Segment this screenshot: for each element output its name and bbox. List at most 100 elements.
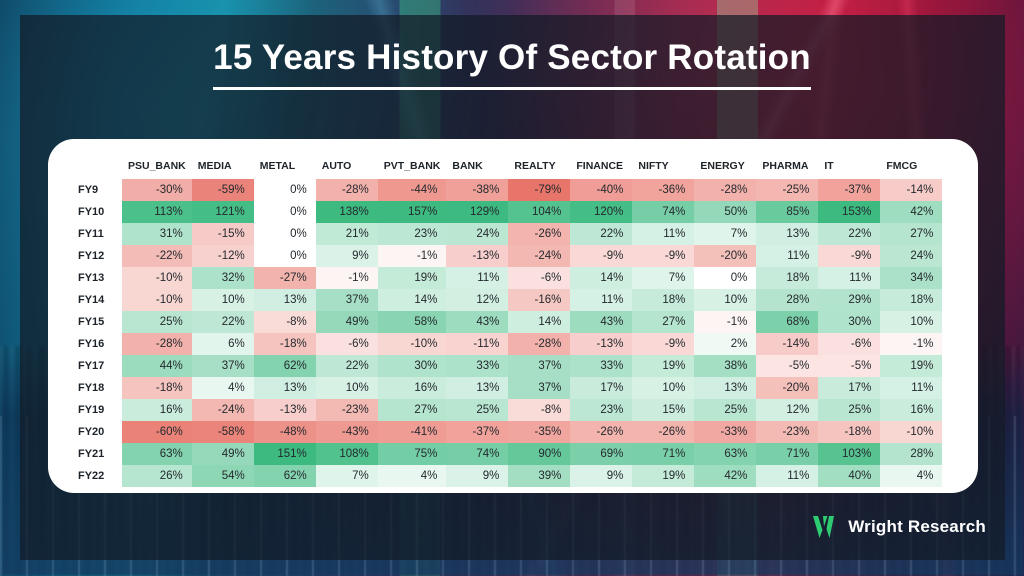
cell-fy10-psu_bank: 113% [122,201,192,223]
cell-fy12-bank: -13% [446,245,509,267]
cell-fy11-media: -15% [191,223,254,245]
cell-fy15-energy: -1% [694,311,757,333]
cell-fy9-it: -37% [818,179,881,201]
table-row: FY13 -10% 32% -27% -1% 19% 11% -6% 14% 7% 0% 18% 11%… [78,267,943,289]
cell-fy22-it: 40% [818,465,881,487]
cell-fy22-energy: 42% [694,465,757,487]
cell-fy11-bank: 24% [446,223,509,245]
cell-fy19-psu_bank: 16% [122,399,192,421]
cell-fy20-bank: -37% [446,421,509,443]
table-row: FY20 -60% -58% -48% -43% -41% -37% -35% -26% -26%… [78,421,943,443]
cell-fy10-pvt_bank: 157% [377,201,447,223]
cell-fy19-media: -24% [191,399,254,421]
cell-fy17-metal: 62% [253,355,316,377]
cell-fy22-realty: 39% [508,465,571,487]
table-corner-cell [78,153,122,179]
cell-fy11-energy: 7% [694,223,757,245]
cell-fy15-realty: 14% [508,311,571,333]
cell-fy12-psu_bank: -22% [122,245,192,267]
table-header: PSU_BANK MEDIA METAL AUTO PVT_BANK BANK REALTY… [78,153,943,179]
cell-fy17-psu_bank: 44% [122,355,192,377]
cell-fy21-realty: 90% [508,443,571,465]
row-label-fy15: FY15 [78,311,122,333]
cell-fy22-bank: 9% [446,465,509,487]
row-label-fy19: FY19 [78,399,122,421]
cell-fy15-nifty: 27% [632,311,695,333]
column-header-it: IT [818,153,881,179]
cell-fy19-metal: -13% [253,399,316,421]
cell-fy13-auto: -1% [315,267,378,289]
cell-fy17-fmcg: 19% [880,355,943,377]
cell-fy10-energy: 50% [694,201,757,223]
row-label-fy20: FY20 [78,421,122,443]
cell-fy9-pharma: -25% [756,179,819,201]
cell-fy12-fmcg: 24% [880,245,943,267]
cell-fy18-it: 17% [818,377,881,399]
cell-fy22-pharma: 11% [756,465,819,487]
cell-fy18-nifty: 10% [632,377,695,399]
cell-fy10-realty: 104% [508,201,571,223]
table-row: FY22 26% 54% 62% 7% 4% 9% 39% 9% 19% 42% 11% 40% 4% [78,465,943,487]
cell-fy18-pvt_bank: 16% [377,377,447,399]
cell-fy9-auto: -28% [315,179,378,201]
cell-fy14-fmcg: 18% [880,289,943,311]
cell-fy17-pvt_bank: 30% [377,355,447,377]
cell-fy13-energy: 0% [694,267,757,289]
cell-fy10-nifty: 74% [632,201,695,223]
cell-fy16-bank: -11% [446,333,509,355]
table-row: FY11 31% -15% 0% 21% 23% 24% -26% 22% 11% 7% 13% 22%… [78,223,943,245]
cell-fy14-media: 10% [191,289,254,311]
heatmap-card: PSU_BANK MEDIA METAL AUTO PVT_BANK BANK REALTY… [48,139,978,493]
cell-fy9-psu_bank: -30% [122,179,192,201]
cell-fy14-pharma: 28% [756,289,819,311]
cell-fy11-fmcg: 27% [880,223,943,245]
cell-fy17-bank: 33% [446,355,509,377]
cell-fy11-metal: 0% [253,223,316,245]
cell-fy12-auto: 9% [315,245,378,267]
row-label-fy16: FY16 [78,333,122,355]
table-row: FY19 16% -24% -13% -23% 27% 25% -8% 23% 15% 25% 12%… [78,399,943,421]
cell-fy16-fmcg: -1% [880,333,943,355]
cell-fy13-realty: -6% [508,267,571,289]
column-header-finance: FINANCE [570,153,633,179]
cell-fy20-pvt_bank: -41% [377,421,447,443]
cell-fy14-metal: 13% [253,289,316,311]
column-header-auto: AUTO [315,153,378,179]
cell-fy19-bank: 25% [446,399,509,421]
row-label-fy22: FY22 [78,465,122,487]
cell-fy19-auto: -23% [315,399,378,421]
cell-fy17-finance: 33% [570,355,633,377]
cell-fy22-nifty: 19% [632,465,695,487]
brand-logo: Wright Research [813,516,986,538]
cell-fy18-auto: 10% [315,377,378,399]
cell-fy19-pvt_bank: 27% [377,399,447,421]
table-row: FY12 -22% -12% 0% 9% -1% -13% -24% -9% -9% -20% 11%… [78,245,943,267]
cell-fy16-nifty: -9% [632,333,695,355]
cell-fy13-pvt_bank: 19% [377,267,447,289]
column-header-energy: ENERGY [694,153,757,179]
cell-fy13-media: 32% [191,267,254,289]
cell-fy22-fmcg: 4% [880,465,943,487]
cell-fy10-auto: 138% [315,201,378,223]
cell-fy17-media: 37% [191,355,254,377]
cell-fy9-finance: -40% [570,179,633,201]
row-label-fy18: FY18 [78,377,122,399]
cell-fy17-realty: 37% [508,355,571,377]
cell-fy12-energy: -20% [694,245,757,267]
cell-fy21-fmcg: 28% [880,443,943,465]
cell-fy12-it: -9% [818,245,881,267]
cell-fy16-realty: -28% [508,333,571,355]
cell-fy18-metal: 13% [253,377,316,399]
cell-fy18-finance: 17% [570,377,633,399]
cell-fy12-finance: -9% [570,245,633,267]
cell-fy20-psu_bank: -60% [122,421,192,443]
cell-fy20-fmcg: -10% [880,421,943,443]
table-row: FY21 63% 49% 151% 108% 75% 74% 90% 69% 71% 63% 71% 1… [78,443,943,465]
cell-fy10-pharma: 85% [756,201,819,223]
column-header-fmcg: FMCG [880,153,943,179]
cell-fy22-finance: 9% [570,465,633,487]
cell-fy19-finance: 23% [570,399,633,421]
column-header-pvt_bank: PVT_BANK [377,153,447,179]
cell-fy13-finance: 14% [570,267,633,289]
cell-fy17-pharma: -5% [756,355,819,377]
